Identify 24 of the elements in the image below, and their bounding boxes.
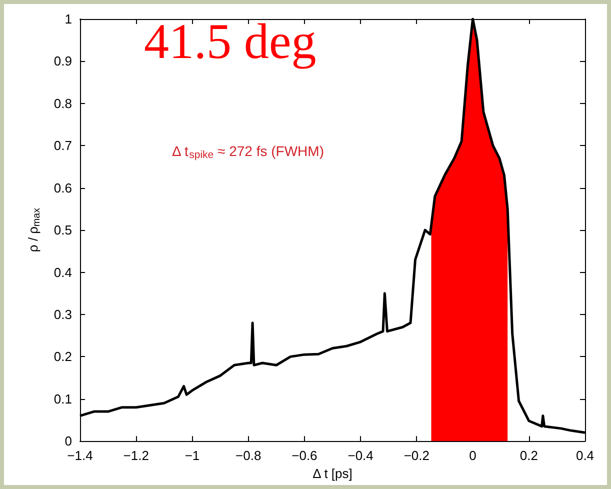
x-tick-label: 0 bbox=[469, 448, 476, 464]
y-tick-label: 0 bbox=[64, 434, 72, 449]
x-tick-label: −1 bbox=[184, 448, 200, 464]
x-axis-title: Δ t [ps] bbox=[312, 466, 352, 481]
x-tick-label: −1.2 bbox=[123, 448, 149, 464]
x-tick-label: −0.8 bbox=[235, 448, 262, 464]
y-tick-label: 0.7 bbox=[54, 138, 72, 154]
y-tick-label: 0.3 bbox=[54, 306, 72, 322]
x-tick-label: −0.2 bbox=[404, 448, 430, 464]
y-tick-label: 0.4 bbox=[54, 264, 72, 280]
x-tick-label: 0.2 bbox=[520, 448, 538, 464]
x-tick-label: −1.4 bbox=[67, 448, 93, 464]
y-tick-label: 0.2 bbox=[54, 349, 72, 364]
y-tick-label: 0.5 bbox=[54, 222, 72, 238]
annotation: 41.5 deg bbox=[144, 13, 316, 69]
x-tick-label: 0.4 bbox=[576, 448, 594, 464]
x-tick-label: −0.6 bbox=[292, 448, 318, 464]
y-tick-label: 0.8 bbox=[54, 96, 72, 111]
x-tick-label: −0.4 bbox=[348, 448, 374, 464]
y-tick-label: 0.6 bbox=[54, 180, 72, 196]
y-tick-label: 0.1 bbox=[54, 391, 72, 406]
y-tick-label: 0.9 bbox=[54, 54, 72, 69]
y-tick-label: 1 bbox=[64, 12, 72, 26]
y-axis-title: ρ / ρmax bbox=[26, 208, 42, 252]
